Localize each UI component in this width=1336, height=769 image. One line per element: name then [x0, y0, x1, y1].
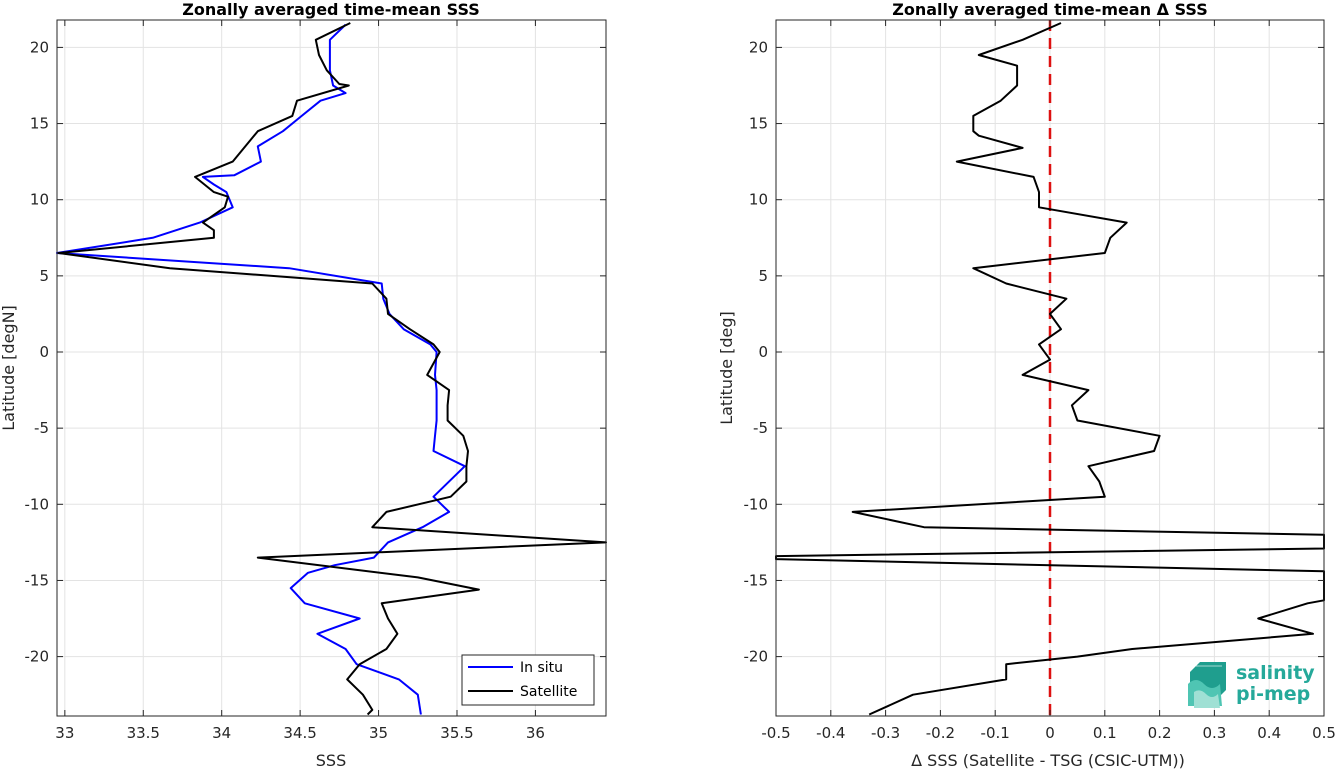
right-series	[775, 22, 1325, 716]
right-ytick-label: -10	[744, 495, 769, 513]
left-ytick-label: -15	[25, 571, 50, 589]
left-panel: 33 33.5 34 34.5 35 35.5 36-20-15-10-505101520 …	[0, 0, 607, 769]
left-ytick-label: 15	[30, 115, 49, 133]
right-xtick-label: -0.5	[761, 724, 790, 742]
left-series-line-in-situ	[56, 23, 466, 715]
right-ytick-label: 10	[749, 191, 768, 209]
left-xtick-label: 36	[526, 724, 545, 742]
right-ylabel: Latitude [deg]	[717, 311, 736, 425]
right-ytick-label: 0	[758, 343, 768, 361]
left-plot-area	[57, 20, 606, 716]
left-grid	[57, 20, 606, 716]
left-ticks: 33 33.5 34 34.5 35 35.5 36 -20 -15 -10 -5 0 5 10 15 20	[25, 20, 606, 742]
left-ytick-label: 10	[30, 191, 49, 209]
left-ytick-label: 5	[39, 267, 49, 285]
left-xtick-label: 34.5	[283, 724, 316, 742]
right-xtick-label: 0.1	[1093, 724, 1117, 742]
right-ytick-label: -20	[744, 648, 769, 666]
right-xlabel: Δ SSS (Satellite - TSG (CSIC-UTM))	[911, 751, 1185, 769]
right-xtick-label: -0.1	[981, 724, 1010, 742]
right-ytick-label: -5	[753, 419, 768, 437]
right-ytick-label: 20	[749, 38, 768, 56]
right-ytick-label: -15	[744, 571, 769, 589]
left-xtick-label: 35.5	[440, 724, 473, 742]
salinity-pi-mep-logo: salinity pi-mep	[1188, 662, 1315, 708]
left-ylabel: Latitude [degN]	[0, 305, 18, 431]
right-ytick-label: 15	[749, 115, 768, 133]
right-title: Zonally averaged time-mean Δ SSS	[892, 0, 1208, 19]
right-ticks: -0.5 -0.4 -0.3 -0.2 -0.1 0 0.1 0.2 0.3 0.4 0.5 -20 -…	[744, 20, 1336, 742]
left-xlabel: SSS	[316, 751, 346, 769]
left-series	[56, 22, 607, 716]
left-title: Zonally averaged time-mean SSS	[182, 0, 480, 19]
right-panel: -0.5 -0.4 -0.3 -0.2 -0.1 0 0.1 0.2 0.3 0.4 0.5 -20 -…	[717, 0, 1336, 769]
right-xtick-label: -0.2	[926, 724, 955, 742]
left-xtick-label: 33	[55, 724, 74, 742]
legend-label-in-situ: In situ	[520, 660, 563, 676]
right-xtick-label: 0.5	[1312, 724, 1336, 742]
left-ytick-label: -5	[34, 419, 49, 437]
left-ytick-label: 20	[30, 38, 49, 56]
right-xtick-label: -0.4	[816, 724, 845, 742]
legend-label-satellite: Satellite	[520, 684, 577, 700]
left-axes-box	[56, 19, 607, 717]
right-xtick-label: 0.2	[1148, 724, 1172, 742]
left-series-line-satellite	[57, 22, 607, 716]
right-xtick-label: 0	[1045, 724, 1055, 742]
left-xtick-label: 34	[212, 724, 231, 742]
legend-box	[461, 654, 595, 706]
logo-line2: pi-mep	[1236, 683, 1310, 705]
right-xtick-label: 0.4	[1257, 724, 1281, 742]
right-xtick-label: 0.3	[1202, 724, 1226, 742]
left-xtick-label: 35	[369, 724, 388, 742]
right-xtick-label: -0.3	[871, 724, 900, 742]
logo-line1: salinity	[1236, 662, 1315, 684]
right-series-line-series-0	[775, 22, 1325, 716]
legend: In situ Satellite	[461, 654, 595, 706]
left-ytick-label: -10	[25, 495, 50, 513]
left-ytick-label: -20	[25, 648, 50, 666]
right-ytick-label: 5	[758, 267, 768, 285]
left-xtick-label: 33.5	[127, 724, 160, 742]
left-ytick-label: 0	[39, 343, 49, 361]
logo-icon	[1188, 662, 1226, 708]
